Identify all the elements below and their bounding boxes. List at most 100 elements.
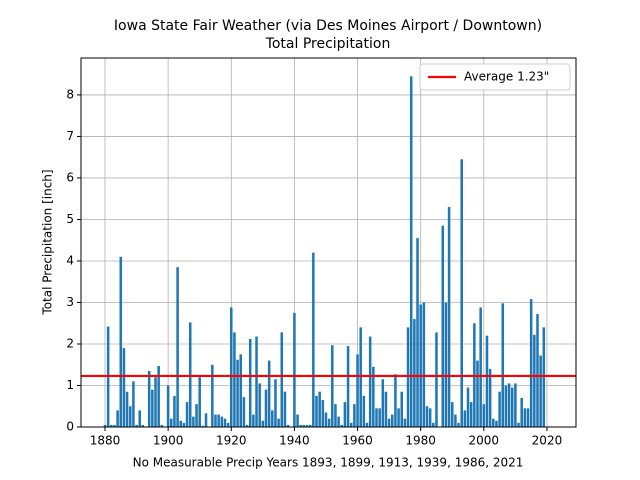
bar	[103, 424, 107, 427]
bar	[119, 256, 123, 427]
bar	[223, 418, 227, 427]
bar	[271, 410, 274, 427]
bar	[495, 420, 498, 427]
bar	[195, 404, 198, 427]
bar	[318, 391, 321, 427]
bar	[510, 387, 514, 427]
bar	[296, 414, 299, 427]
bar	[400, 391, 404, 427]
bar	[539, 355, 542, 427]
bar	[226, 422, 230, 427]
bar	[384, 391, 388, 427]
bar	[217, 414, 220, 427]
bar	[485, 335, 489, 427]
bar	[359, 327, 362, 427]
bar	[176, 267, 179, 427]
bar	[192, 416, 195, 427]
bar	[110, 424, 113, 427]
bar	[201, 425, 205, 427]
bar	[170, 418, 173, 427]
y-tick-label: 6	[66, 170, 74, 184]
bar	[488, 368, 492, 427]
y-tick-label: 4	[66, 253, 74, 267]
x-tick-label: 1900	[153, 434, 184, 448]
y-tick-label: 7	[66, 129, 74, 143]
bar	[432, 422, 435, 427]
bar	[457, 422, 460, 427]
bar	[501, 303, 505, 427]
plot-frame	[80, 57, 577, 428]
bar	[454, 414, 457, 427]
y-tick-label: 2	[66, 336, 74, 350]
bar	[520, 397, 523, 427]
bar	[255, 336, 258, 427]
bar	[536, 314, 539, 427]
bar	[147, 370, 151, 427]
bar	[507, 383, 511, 427]
bar	[312, 252, 315, 427]
bar	[280, 332, 284, 427]
bar	[447, 207, 451, 427]
y-tick-label: 8	[66, 87, 74, 101]
x-tick-label: 1880	[90, 434, 121, 448]
bar	[394, 374, 397, 427]
bar	[308, 424, 312, 427]
bar	[397, 408, 400, 427]
bar	[372, 366, 375, 427]
bar	[353, 404, 356, 427]
bar	[293, 312, 296, 427]
bar	[138, 410, 141, 427]
x-tick-label: 2020	[532, 434, 563, 448]
bar	[264, 389, 268, 427]
bar	[463, 410, 467, 427]
bar	[128, 406, 132, 427]
bar	[160, 424, 164, 427]
y-tick-label: 1	[66, 378, 74, 392]
bar	[211, 364, 214, 427]
bar	[435, 332, 438, 427]
bar	[274, 379, 277, 427]
legend-label: Average 1.23"	[464, 70, 549, 84]
bar	[321, 400, 325, 427]
bar	[141, 424, 145, 427]
bar	[413, 319, 416, 427]
bar	[466, 387, 470, 427]
bar	[157, 365, 160, 427]
bar	[151, 389, 154, 427]
bar	[378, 408, 381, 427]
chart-title: Iowa State Fair Weather (via Des Moines …	[114, 18, 542, 34]
bar	[286, 424, 290, 427]
y-tick-label: 3	[66, 295, 74, 309]
bar	[337, 416, 340, 427]
bar	[403, 418, 407, 427]
bar	[239, 354, 243, 427]
bar	[419, 304, 422, 427]
bar	[116, 410, 119, 427]
bar	[356, 354, 359, 427]
x-tick-label: 1940	[279, 434, 310, 448]
bar	[381, 379, 385, 427]
bar	[450, 402, 454, 427]
bar	[375, 408, 378, 427]
bar	[248, 339, 252, 427]
bar	[113, 424, 116, 427]
x-tick-label: 1920	[216, 434, 247, 448]
bar	[529, 299, 533, 427]
bar	[469, 402, 473, 427]
bar	[185, 402, 189, 427]
bar	[349, 422, 353, 427]
bar	[299, 424, 302, 427]
bar	[517, 422, 520, 427]
bar	[154, 377, 157, 427]
bar	[245, 424, 249, 427]
bar	[198, 377, 201, 427]
bar	[514, 383, 517, 427]
bar	[444, 302, 448, 427]
bar	[182, 422, 186, 427]
bar	[188, 322, 192, 427]
bar	[476, 360, 479, 427]
bar	[236, 359, 239, 427]
bar	[428, 408, 432, 427]
bar	[220, 416, 224, 427]
